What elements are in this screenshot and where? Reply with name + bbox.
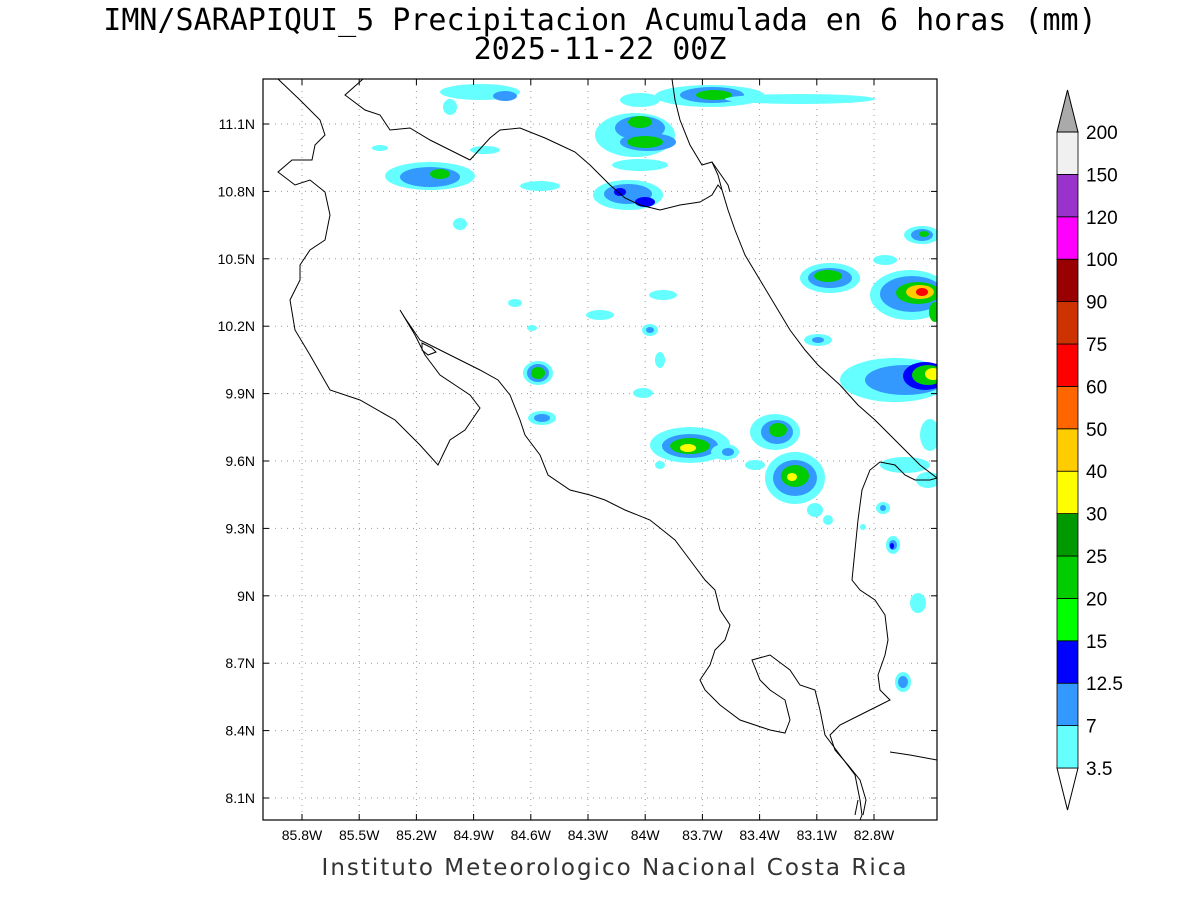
colorbar-swatch: [1056, 470, 1079, 515]
cell-se: [860, 502, 926, 692]
y-tick-label: 10.2N: [218, 318, 255, 334]
x-tick-label: 84.3W: [568, 827, 609, 843]
colorbar-swatch: [1056, 258, 1079, 303]
colorbar-swatch: [1056, 428, 1079, 472]
y-tick-label: 9.3N: [225, 520, 255, 536]
cell-north-1: [620, 85, 875, 107]
coastline-borders: [277, 79, 937, 820]
y-tick-label: 10.8N: [218, 183, 255, 199]
colorbar-label: 100: [1086, 250, 1118, 271]
y-tick-label: 8.7N: [225, 655, 255, 671]
y-tick-label: 8.1N: [225, 790, 255, 806]
colorbar-swatch: [1056, 385, 1079, 430]
map-axes: 85.8W 85.5W 85.2W 84.9W 84.6W 84.3W 84W 83.7W 83…: [218, 79, 937, 843]
y-tick-label: 9N: [237, 588, 255, 604]
colorbar-swatch: [1056, 173, 1079, 218]
cell-north-3: [593, 159, 668, 210]
x-tick-label: 85.2W: [396, 827, 437, 843]
cell-nw: [372, 84, 560, 230]
colorbar-label: 7: [1086, 717, 1097, 738]
y-tick-label: 9.9N: [225, 386, 255, 402]
colorbar-label: 12.5: [1086, 674, 1123, 695]
colorbar-label: 200: [1086, 123, 1118, 144]
map-frame: [262, 78, 938, 821]
colorbar-label: 30: [1086, 505, 1107, 526]
colorbar-label: 20: [1086, 589, 1107, 610]
precipitation-fields: [372, 84, 937, 692]
colorbar-swatch: [1056, 598, 1079, 642]
y-tick-label: 8.4N: [225, 723, 255, 739]
colorbar-swatch: [1056, 725, 1079, 769]
colorbar-label: 120: [1086, 208, 1118, 229]
colorbar-label: 150: [1086, 165, 1118, 186]
colorbar-label: 90: [1086, 293, 1107, 314]
x-tick-label: 84.6W: [511, 827, 552, 843]
colorbar-label: 40: [1086, 462, 1107, 483]
cell-south-1: [650, 427, 739, 469]
colorbar-swatch: [1056, 682, 1079, 727]
credit-line: Instituto Meteorologico Nacional Costa R…: [321, 855, 909, 881]
colorbar-arrow-high: [1056, 89, 1079, 133]
colorbar-swatch: [1056, 301, 1079, 345]
x-tick-label: 82.8W: [854, 827, 895, 843]
cell-central: [508, 290, 677, 425]
colorbar-label: 3.5: [1086, 759, 1112, 780]
colorbar-label: 75: [1086, 335, 1107, 356]
colorbar-swatch: [1056, 216, 1079, 260]
y-tick-label: 10.5N: [218, 251, 255, 267]
map-datetime: 2025-11-22 00Z: [473, 32, 727, 67]
x-tick-label: 83.7W: [682, 827, 723, 843]
colorbar-swatch: [1056, 513, 1079, 557]
colorbar-label: 15: [1086, 632, 1107, 653]
x-tick-label: 83.4W: [739, 827, 780, 843]
cell-south-2: [745, 414, 833, 525]
cell-north-2: [595, 113, 676, 157]
x-tick-label: 84W: [631, 827, 661, 843]
cell-east-1: [800, 226, 937, 346]
colorbar-swatch: [1056, 343, 1079, 387]
x-tick-label: 85.8W: [282, 827, 323, 843]
y-tick-label: 11.1N: [219, 116, 255, 132]
map-title: IMN/SARAPIQUI_5 Precipitacion Acumulada …: [103, 3, 1097, 38]
x-tick-label: 84.9W: [453, 827, 494, 843]
y-tick-label: 9.6N: [225, 453, 255, 469]
colorbar-label: 25: [1086, 547, 1107, 568]
colorbar-label: 60: [1086, 377, 1107, 398]
colorbar-swatch: [1056, 555, 1079, 599]
x-tick-label: 83.1W: [797, 827, 838, 843]
precip-colorbar: 3.5 7 12.5 15 20 25 30 40 50 60 75 90 100 120 150 200: [1056, 89, 1123, 811]
colorbar-arrow-low: [1056, 767, 1079, 811]
x-tick-label: 85.5W: [339, 827, 380, 843]
cell-east-2: [840, 358, 937, 488]
colorbar-swatch: [1056, 640, 1079, 684]
colorbar-swatch: [1056, 131, 1079, 175]
colorbar-label: 50: [1086, 420, 1107, 441]
